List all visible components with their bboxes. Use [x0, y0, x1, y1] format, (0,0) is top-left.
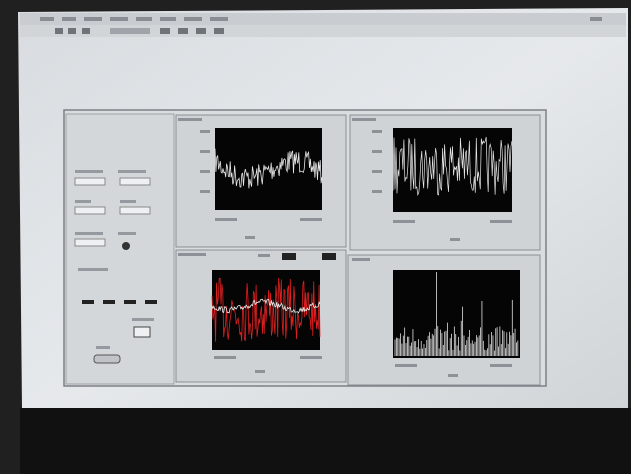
led[interactable]	[82, 300, 94, 304]
label-text	[258, 254, 270, 257]
label-text	[245, 236, 255, 239]
menu-item[interactable]	[62, 17, 76, 21]
menu-item[interactable]	[136, 17, 152, 21]
toggle-switch[interactable]	[94, 355, 120, 363]
numeric-control[interactable]	[120, 178, 150, 185]
control-label	[75, 170, 103, 173]
numeric-control[interactable]	[120, 207, 150, 214]
led[interactable]	[103, 300, 115, 304]
legend-swatch	[282, 253, 296, 260]
tool-button[interactable]	[55, 28, 63, 34]
label-text	[372, 150, 382, 153]
label-text	[200, 190, 210, 193]
menu-item[interactable]	[110, 17, 128, 21]
desk-shadow	[20, 408, 631, 474]
control-label	[118, 232, 136, 235]
label-text	[200, 170, 210, 173]
control-label	[132, 318, 154, 321]
tool-button[interactable]	[196, 28, 206, 34]
tool-button[interactable]	[178, 28, 188, 34]
label-text	[395, 364, 417, 367]
label-text	[300, 218, 322, 221]
menu-item[interactable]	[160, 17, 176, 21]
label-text	[372, 130, 382, 133]
label-text	[200, 130, 210, 133]
label-text	[178, 253, 206, 256]
label-text	[200, 150, 210, 153]
tool-button[interactable]	[82, 28, 90, 34]
label-text	[178, 118, 202, 121]
label-text	[352, 258, 370, 261]
monitor-photo	[0, 0, 631, 474]
button[interactable]	[134, 327, 150, 337]
label-text	[215, 218, 237, 221]
label-text	[255, 370, 265, 373]
label-text	[490, 220, 512, 223]
control-panel	[66, 114, 174, 384]
tool-button[interactable]	[160, 28, 170, 34]
numeric-control[interactable]	[75, 178, 105, 185]
graphs	[176, 115, 540, 385]
label-text	[300, 356, 322, 359]
knob[interactable]	[122, 242, 130, 250]
legend-swatch	[322, 253, 336, 260]
control-label	[78, 268, 108, 271]
label-text	[490, 364, 512, 367]
numeric-control[interactable]	[75, 239, 105, 246]
control-label	[96, 346, 110, 349]
menu-item[interactable]	[84, 17, 102, 21]
menu-item[interactable]	[40, 17, 54, 21]
page: (() => { const svg = document.getElement…	[0, 0, 631, 474]
menu-item[interactable]	[184, 17, 202, 21]
plot-area	[215, 128, 322, 210]
label-text	[352, 118, 376, 121]
led[interactable]	[124, 300, 136, 304]
menu-item[interactable]	[590, 17, 602, 21]
menu-item[interactable]	[210, 17, 228, 21]
control-label	[75, 200, 91, 203]
control-label	[75, 232, 103, 235]
label-text	[372, 190, 382, 193]
led[interactable]	[145, 300, 157, 304]
control-label	[120, 200, 136, 203]
label-text	[448, 374, 458, 377]
label-text	[450, 238, 460, 241]
numeric-control[interactable]	[75, 207, 105, 214]
label-text	[372, 170, 382, 173]
label-text	[214, 356, 236, 359]
tool-button[interactable]	[68, 28, 76, 34]
font-selector[interactable]	[110, 28, 150, 34]
tool-button[interactable]	[214, 28, 224, 34]
label-text	[393, 220, 415, 223]
control-label	[118, 170, 146, 173]
